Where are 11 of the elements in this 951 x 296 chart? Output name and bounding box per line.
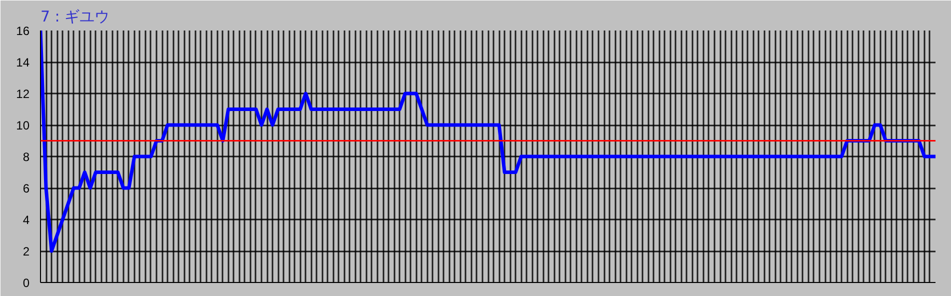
y-tick-label: 8 [22, 150, 30, 164]
line-series [40, 30, 936, 253]
y-tick-label: 4 [22, 213, 30, 227]
y-tick-label: 12 [16, 87, 30, 101]
y-tick-label: 6 [22, 182, 30, 196]
y-tick-label: 14 [16, 56, 30, 70]
y-tick-label: 2 [22, 244, 30, 258]
y-tick-label: 0 [22, 276, 30, 290]
chart-title: 7 : ギユウ [40, 8, 110, 26]
y-tick-label: 10 [16, 118, 30, 132]
y-tick-label: 16 [16, 24, 30, 38]
